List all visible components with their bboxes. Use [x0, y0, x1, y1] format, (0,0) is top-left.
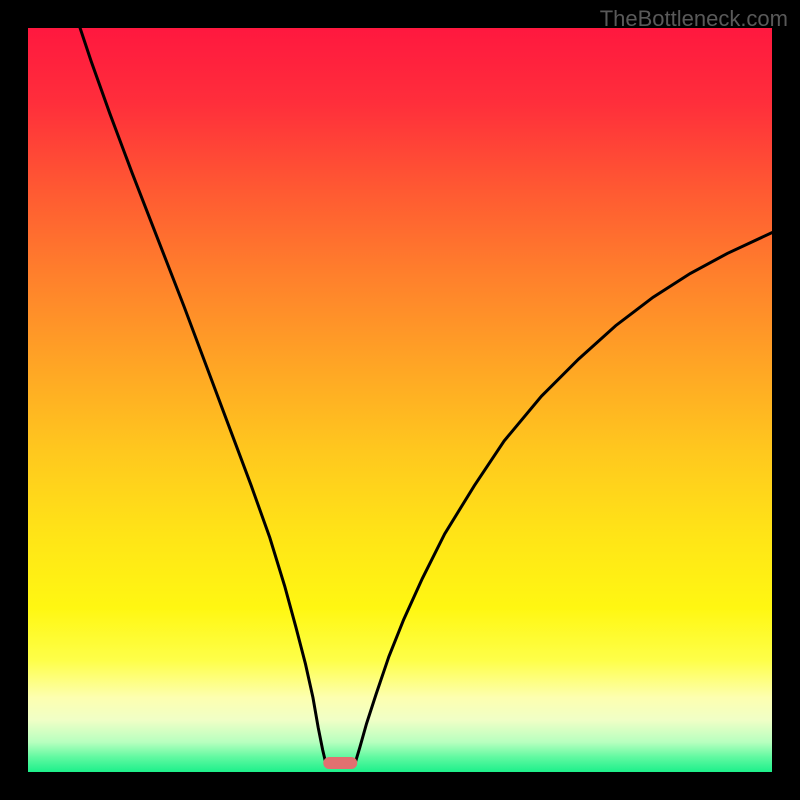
curve-left	[80, 28, 326, 762]
minimum-marker	[324, 757, 357, 769]
plot-area	[28, 28, 772, 772]
curve-right	[355, 233, 772, 763]
curve-layer	[28, 28, 772, 772]
